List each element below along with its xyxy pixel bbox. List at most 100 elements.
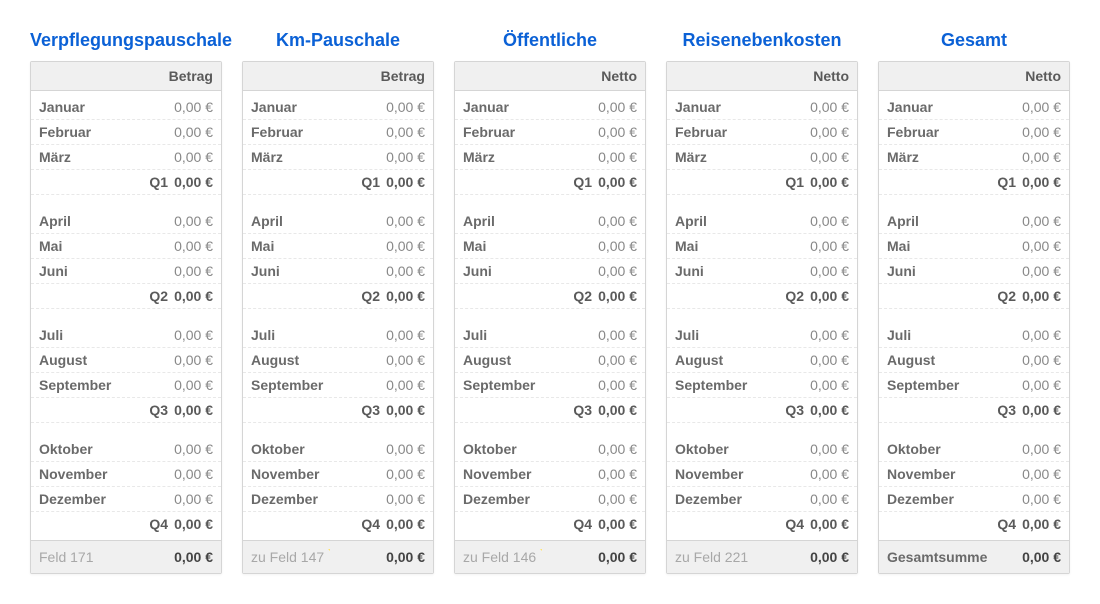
month-row: Mai0,00 € [243,234,433,259]
month-label: Juli [463,327,493,343]
amount-value: 0,00 € [810,352,849,368]
panel-title: Verpflegungspauschale [30,30,222,51]
column-header: Netto [455,62,645,91]
month-label: Oktober [251,441,311,457]
month-label: Februar [675,124,733,140]
row-spacer [879,195,1069,209]
quarter-label: Q3 [887,402,1022,418]
quarter-subtotal-row: Q10,00 € [667,170,857,195]
amount-value: 0,00 € [386,402,425,418]
footer-total: 0,00 € [810,549,849,565]
quarter-subtotal-row: Q30,00 € [667,398,857,423]
month-row: Februar0,00 € [31,120,221,145]
quarter-label: Q3 [463,402,598,418]
amount-value: 0,00 € [174,402,213,418]
month-row: September0,00 € [667,373,857,398]
month-label: Juli [675,327,705,343]
month-row: Oktober0,00 € [879,437,1069,462]
footer-label: zu Feld 146 [463,549,542,565]
amount-value: 0,00 € [1022,263,1061,279]
amount-value: 0,00 € [1022,327,1061,343]
amount-value: 0,00 € [810,377,849,393]
column-header: Netto [667,62,857,91]
month-row: September0,00 € [879,373,1069,398]
month-label: März [887,149,925,165]
amount-value: 0,00 € [598,174,637,190]
month-label: Dezember [251,491,324,507]
rows: Januar0,00 €Februar0,00 €März0,00 €Q10,0… [879,91,1069,540]
quarter-label: Q3 [675,402,810,418]
month-row: April0,00 € [31,209,221,234]
row-spacer [667,309,857,323]
amount-value: 0,00 € [174,491,213,507]
panel-footer: zu Feld 1460,00 € [455,540,645,573]
amount-value: 0,00 € [598,327,637,343]
month-row: November0,00 € [31,462,221,487]
month-row: April0,00 € [455,209,645,234]
month-row: März 0,00 € [455,145,645,170]
quarter-label: Q1 [887,174,1022,190]
month-label: Mai [463,238,492,254]
month-label: Dezember [39,491,112,507]
amount-value: 0,00 € [598,149,637,165]
month-label: September [887,377,965,393]
month-label: Juni [675,263,710,279]
month-row: Dezember0,00 € [455,487,645,512]
month-row: Januar0,00 € [667,95,857,120]
month-label: März [463,149,501,165]
panel-box: BetragJanuar0,00 €Februar0,00 €März0,00 … [242,61,434,574]
month-row: Dezember0,00 € [667,487,857,512]
month-label: Oktober [887,441,947,457]
month-label: August [39,352,93,368]
month-label: Januar [251,99,303,115]
row-spacer [667,423,857,437]
month-row: April0,00 € [667,209,857,234]
quarter-subtotal-row: Q10,00 € [243,170,433,195]
quarter-label: Q4 [675,516,810,532]
month-row: Juni0,00 € [667,259,857,284]
month-row: März0,00 € [879,145,1069,170]
amount-value: 0,00 € [810,327,849,343]
amount-value: 0,00 € [174,263,213,279]
month-row: November0,00 € [455,462,645,487]
amount-value: 0,00 € [1022,402,1061,418]
expense-panel: VerpflegungspauschaleBetragJanuar0,00 €F… [30,30,222,574]
month-row: Mai0,00 € [879,234,1069,259]
amount-value: 0,00 € [810,288,849,304]
amount-value: 0,00 € [386,377,425,393]
month-label: Juni [39,263,74,279]
quarter-label: Q2 [463,288,598,304]
month-label: August [251,352,305,368]
row-spacer [243,195,433,209]
month-row: Januar0,00 € [455,95,645,120]
month-label: März [251,149,289,165]
month-row: Oktober0,00 € [455,437,645,462]
row-spacer [31,309,221,323]
month-row: Juli 0,00 € [667,323,857,348]
panel-box: BetragJanuar0,00 €Februar0,00 €März0,00 … [30,61,222,574]
month-label: Juli [887,327,917,343]
amount-value: 0,00 € [810,124,849,140]
quarter-label: Q2 [887,288,1022,304]
month-label: November [463,466,537,482]
panel-footer: Feld 1710,00 € [31,540,221,573]
amount-value: 0,00 € [598,352,637,368]
quarter-label: Q2 [39,288,174,304]
footer-total: 0,00 € [386,549,425,565]
month-label: Oktober [39,441,99,457]
month-row: Juni 0,00 € [31,259,221,284]
month-row: Mai0,00 € [455,234,645,259]
month-label: März [675,149,713,165]
quarter-subtotal-row: Q40,00 € [243,512,433,536]
month-label: Mai [251,238,280,254]
panel-title: Reisenebenkosten [666,30,858,51]
row-spacer [243,423,433,437]
rows: Januar0,00 €Februar0,00 €März0,00 €Q10,0… [31,91,221,540]
quarter-label: Q2 [675,288,810,304]
amount-value: 0,00 € [174,441,213,457]
month-row: Juli 0,00 € [455,323,645,348]
row-spacer [31,195,221,209]
month-label: Januar [463,99,515,115]
expense-panel: Reisenebenkosten Netto Januar0,00 € Februar… [666,30,858,574]
amount-value: 0,00 € [386,149,425,165]
